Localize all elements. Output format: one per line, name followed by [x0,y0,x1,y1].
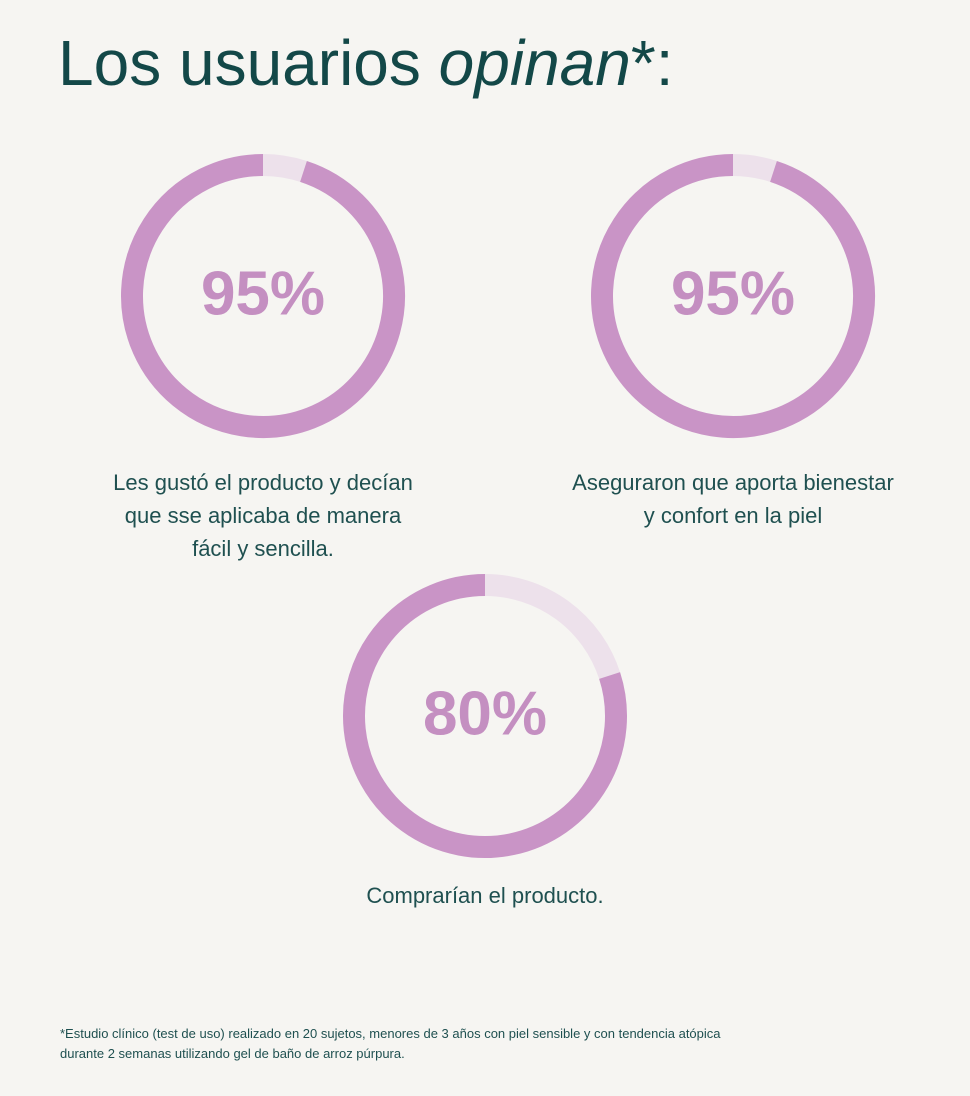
ring-value [591,154,875,438]
ring-remainder [732,154,777,182]
caption-line: fácil y sencilla. [192,536,334,561]
caption-line: que sse aplicaba de manera [125,503,402,528]
percent-label: 95% [671,259,795,328]
ring-remainder [484,574,621,680]
ring-remainder [262,154,307,182]
title-emphasis: opinan [439,27,631,99]
ring-value [121,154,405,438]
caption-line: Aseguraron que aporta bienestar [572,470,894,495]
title-text: Los usuarios [58,27,421,99]
percent-label: 95% [201,259,325,328]
ring-value [343,574,627,858]
caption-line: y confort en la piel [644,503,823,528]
title-suffix: *: [631,27,674,99]
title: Los usuarios opinan*: [58,27,674,99]
footnote-line: durante 2 semanas utilizando gel de baño… [60,1046,405,1061]
caption-line: Les gustó el producto y decían [113,470,413,495]
footnote-line: *Estudio clínico (test de uso) realizado… [60,1026,721,1041]
caption-line: Comprarían el producto. [366,883,603,908]
percent-label: 80% [423,679,547,748]
